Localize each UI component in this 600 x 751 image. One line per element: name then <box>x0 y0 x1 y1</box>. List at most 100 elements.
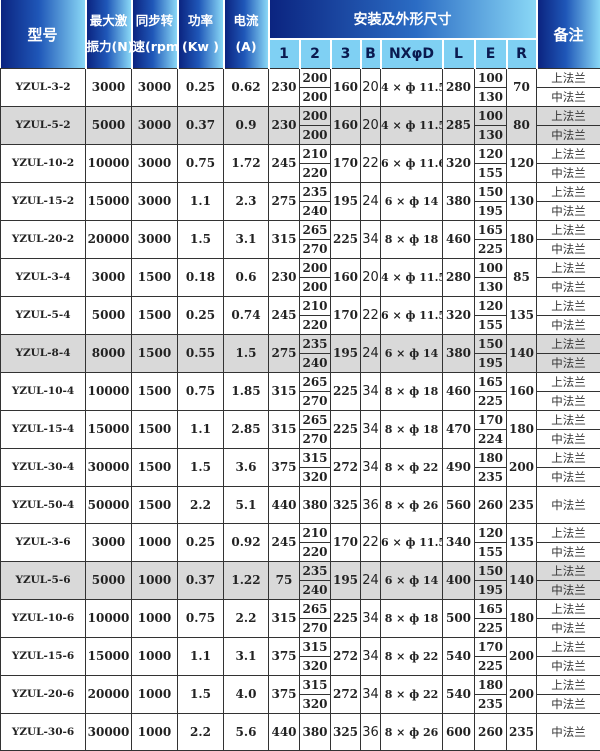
dim3-cell: 272 <box>331 449 361 487</box>
dim1-cell: 230 <box>269 259 300 297</box>
b-cell: 20 <box>361 107 381 145</box>
dim3-cell: 195 <box>331 183 361 221</box>
subheader-6: E <box>475 39 507 69</box>
speed-cell: 3000 <box>132 183 178 221</box>
e-cell: 100 <box>475 107 507 126</box>
dim3-cell: 170 <box>331 297 361 335</box>
e-cell: 224 <box>475 430 507 449</box>
speed-cell: 3000 <box>132 69 178 107</box>
dim1-cell: 245 <box>269 145 300 183</box>
current-cell: 1.85 <box>224 373 269 411</box>
e-cell: 225 <box>475 657 507 676</box>
current-cell: 4.0 <box>224 676 269 714</box>
dim1-cell: 75 <box>269 562 300 600</box>
power-cell: 0.37 <box>178 562 224 600</box>
l-cell: 500 <box>443 600 475 638</box>
current-cell: 0.62 <box>224 69 269 107</box>
b-cell: 34 <box>361 600 381 638</box>
e-cell: 235 <box>475 695 507 714</box>
nxd-cell: 6 × ф 14 <box>381 183 443 221</box>
r-cell: 200 <box>507 638 537 676</box>
header-force: 最大激振力(N) <box>86 0 132 69</box>
dim2-cell: 220 <box>300 316 331 335</box>
speed-cell: 1500 <box>132 297 178 335</box>
b-cell: 34 <box>361 411 381 449</box>
dim2-cell: 315 <box>300 638 331 657</box>
dim1-cell: 245 <box>269 297 300 335</box>
dim3-cell: 225 <box>331 221 361 259</box>
current-cell: 1.22 <box>224 562 269 600</box>
model-cell: YZUL-3-6 <box>1 524 86 562</box>
header-power-line1: 功率 <box>179 8 223 34</box>
r-cell: 80 <box>507 107 537 145</box>
e-cell: 260 <box>475 714 507 751</box>
e-cell: 170 <box>475 638 507 657</box>
nxd-cell: 8 × ф 22 <box>381 676 443 714</box>
force-cell: 10000 <box>86 373 132 411</box>
speed-cell: 1000 <box>132 524 178 562</box>
dim2-cell: 200 <box>300 88 331 107</box>
e-cell: 155 <box>475 316 507 335</box>
r-cell: 135 <box>507 524 537 562</box>
r-cell: 120 <box>507 145 537 183</box>
note-cell: 上法兰 <box>537 335 600 354</box>
b-cell: 34 <box>361 373 381 411</box>
r-cell: 140 <box>507 562 537 600</box>
speed-cell: 3000 <box>132 145 178 183</box>
b-cell: 34 <box>361 638 381 676</box>
model-cell: YZUL-8-4 <box>1 335 86 373</box>
r-cell: 200 <box>507 449 537 487</box>
subheader-4: NXφD <box>381 39 443 69</box>
dim2-cell: 320 <box>300 695 331 714</box>
power-cell: 0.37 <box>178 107 224 145</box>
nxd-cell: 8 × ф 26 <box>381 714 443 751</box>
speed-cell: 1500 <box>132 411 178 449</box>
dim1-cell: 315 <box>269 411 300 449</box>
note-cell: 中法兰 <box>537 695 600 714</box>
note-cell: 中法兰 <box>537 240 600 259</box>
l-cell: 285 <box>443 107 475 145</box>
dim2-cell: 270 <box>300 392 331 411</box>
dim3-cell: 225 <box>331 411 361 449</box>
note-cell: 上法兰 <box>537 676 600 695</box>
dim3-cell: 272 <box>331 676 361 714</box>
l-cell: 320 <box>443 145 475 183</box>
nxd-cell: 8 × ф 18 <box>381 373 443 411</box>
dim2-cell: 315 <box>300 449 331 468</box>
note-cell: 上法兰 <box>537 69 600 88</box>
e-cell: 165 <box>475 221 507 240</box>
dim3-cell: 272 <box>331 638 361 676</box>
force-cell: 5000 <box>86 297 132 335</box>
dim2-cell: 220 <box>300 543 331 562</box>
speed-cell: 1000 <box>132 562 178 600</box>
dim2-cell: 235 <box>300 183 331 202</box>
dim2-cell: 200 <box>300 126 331 145</box>
power-cell: 1.1 <box>178 183 224 221</box>
speed-cell: 3000 <box>132 107 178 145</box>
dim2-cell: 320 <box>300 657 331 676</box>
e-cell: 195 <box>475 581 507 600</box>
note-cell: 中法兰 <box>537 392 600 411</box>
note-cell: 上法兰 <box>537 221 600 240</box>
force-cell: 8000 <box>86 335 132 373</box>
header-current-line2: (A) <box>225 34 268 60</box>
note-cell: 上法兰 <box>537 600 600 619</box>
current-cell: 5.1 <box>224 487 269 524</box>
force-cell: 5000 <box>86 562 132 600</box>
nxd-cell: 6 × ф 14 <box>381 562 443 600</box>
r-cell: 70 <box>507 69 537 107</box>
power-cell: 1.5 <box>178 449 224 487</box>
note-cell: 中法兰 <box>537 430 600 449</box>
dim1-cell: 375 <box>269 449 300 487</box>
speed-cell: 1000 <box>132 676 178 714</box>
dim3-cell: 195 <box>331 335 361 373</box>
dim2-cell: 380 <box>300 714 331 751</box>
dim2-cell: 380 <box>300 487 331 524</box>
model-cell: YZUL-3-2 <box>1 69 86 107</box>
speed-cell: 1500 <box>132 487 178 524</box>
